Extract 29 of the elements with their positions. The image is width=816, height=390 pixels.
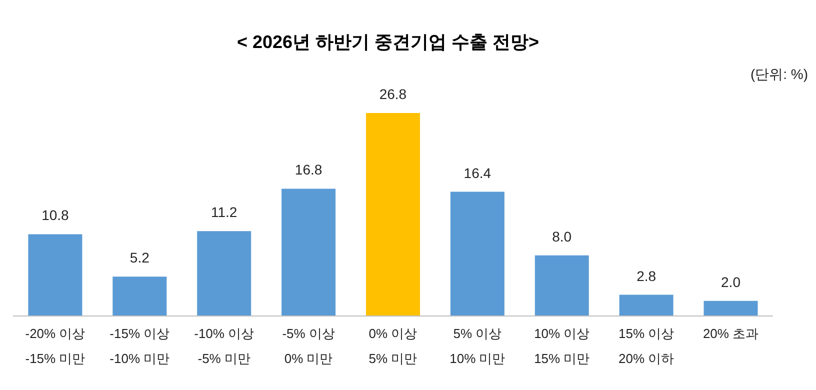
x-tick-label: 20% 초과 [702,326,759,341]
bar [197,231,252,316]
text: (단위: %) [750,66,808,84]
data-label: 11.2 [210,204,238,220]
bar [28,234,82,316]
data-label: 2.0 [721,274,741,290]
data-label: 16.4 [464,164,492,181]
bar [704,300,758,316]
bar [534,255,589,316]
bar [619,294,674,316]
x-tick-label: -10% 이상 -5% 미만 [194,326,254,366]
data-label: 2.8 [636,268,656,284]
x-tick-label: 15% 이상 20% 이하 [618,326,674,366]
x-tick-label: -5% 이상 0% 미만 [282,326,335,366]
x-tick-label: -20% 이상 -15% 미만 [25,326,86,366]
bar [366,113,420,316]
data-label: 10.8 [42,207,70,224]
x-tick-label: 5% 이상 10% 미만 [450,326,506,366]
bar [282,188,336,316]
data-label: 8.0 [552,228,572,244]
data-label: 5.2 [130,250,150,266]
x-tick-label: -15% 이상 -10% 미만 [110,326,170,366]
data-label: 16.8 [294,162,322,178]
x-tick-label: 10% 이상 15% 미만 [534,326,590,366]
bar [450,192,504,316]
bar [112,276,167,316]
data-label: 26.8 [379,86,407,102]
chart-title: < 2026년 하반기 중견기업 수출 전망> [236,31,540,54]
x-tick-label: 0% 이상 5% 미만 [368,326,418,366]
